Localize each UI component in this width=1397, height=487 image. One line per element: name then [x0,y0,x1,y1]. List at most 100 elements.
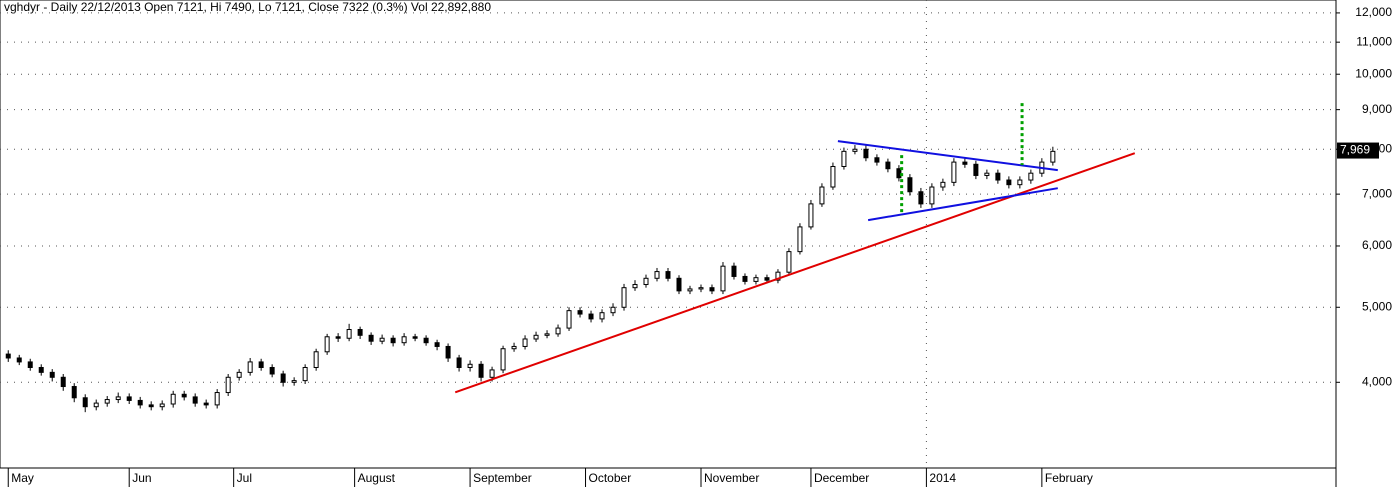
candle-body [566,310,572,329]
y-tick-label: 7,000 [1362,186,1392,200]
candle-body [885,161,891,170]
candle-body [786,251,792,273]
candle-body [115,396,121,401]
candle-body [753,277,759,282]
candle-body [258,361,264,368]
last-price-box [1337,142,1379,159]
candle-body [192,396,198,404]
y-tick-label: 11,000 [1356,34,1392,48]
candle-body [742,275,748,282]
candle-body [841,150,847,167]
candle-body [764,277,770,281]
candle-body [445,345,451,359]
candle-body [71,386,77,399]
candle-body [335,336,341,339]
x-tick-label: October [589,471,632,485]
x-tick-label: September [473,471,532,485]
trend-line [867,187,1058,222]
candle-body [1017,179,1023,186]
candle-body [654,271,660,279]
candle-body [1028,172,1034,181]
candle-body [434,342,440,347]
candle-body [159,403,165,408]
y-tick-label: 12,000 [1355,5,1392,19]
candle-body [863,148,869,159]
y-tick-label: 5,000 [1362,299,1392,313]
candle-body [82,397,88,408]
candle-body [709,287,715,292]
candle-body [588,313,594,320]
candle-body [302,366,308,382]
candle-body [247,361,253,373]
candle-body [995,172,1001,181]
candle-body [929,186,935,205]
candle-body [808,203,814,228]
candle-body [610,306,616,314]
candle-body [368,334,374,342]
plot-frame [0,0,1337,469]
chart-title: vghdyr - Daily 22/12/2013 Open 7121, Hi … [4,0,491,14]
candle-body [27,361,33,368]
candle-body [346,329,352,339]
candle-body [214,392,220,406]
x-tick-label: November [704,471,759,485]
candle-body [775,271,781,281]
x-tick-label: Jun [132,471,151,485]
candle-body [423,337,429,344]
candle-body [203,402,209,406]
x-tick-label: August [358,471,396,485]
candle-body [60,376,66,388]
candle-body [390,337,396,344]
x-tick-label: May [11,471,34,485]
candle-body [456,357,462,368]
candle-body [5,353,11,359]
candle-body [599,312,605,320]
candle-body [104,399,110,404]
candle-body [962,161,968,165]
x-tick-label: February [1045,471,1093,485]
candle-body [412,336,418,339]
candle-body [126,396,132,401]
candle-body [544,333,550,336]
candle-body [357,329,363,336]
candle-body [555,327,561,335]
candle-body [49,371,55,378]
candle-body [533,334,539,340]
candle-body [280,373,286,383]
candle-body [797,226,803,253]
candle-body [236,371,242,378]
candle-body [291,380,297,383]
candle-body [852,148,858,152]
x-tick-label: Jul [237,471,252,485]
candle-body [1006,179,1012,186]
candle-body [676,277,682,292]
candle-body [621,287,627,308]
candle-body [324,336,330,353]
candle-body [38,366,44,373]
candle-body [907,177,913,193]
candle-body [731,265,737,277]
candle-body [225,376,231,394]
candle-body [632,284,638,289]
candle-body [687,288,693,292]
y-tick-label: 10,000 [1355,66,1392,80]
candle-body [379,337,385,342]
trend-line [837,140,1058,172]
candle-body [401,336,407,344]
candle-body [489,369,495,378]
y-tick-label: 4,000 [1362,374,1392,388]
y-tick-label: 9,000 [1362,102,1392,116]
candle-body [951,161,957,183]
candle-body [698,287,704,290]
candle-body [984,172,990,176]
candle-body [478,363,484,378]
candle-body [500,348,506,371]
trend-line [454,152,1136,394]
candle-body [181,393,187,398]
candle-body [720,265,726,292]
candle-body [940,181,946,188]
candle-body [665,271,671,279]
candle-body [1050,150,1056,163]
candle-body [522,338,528,347]
